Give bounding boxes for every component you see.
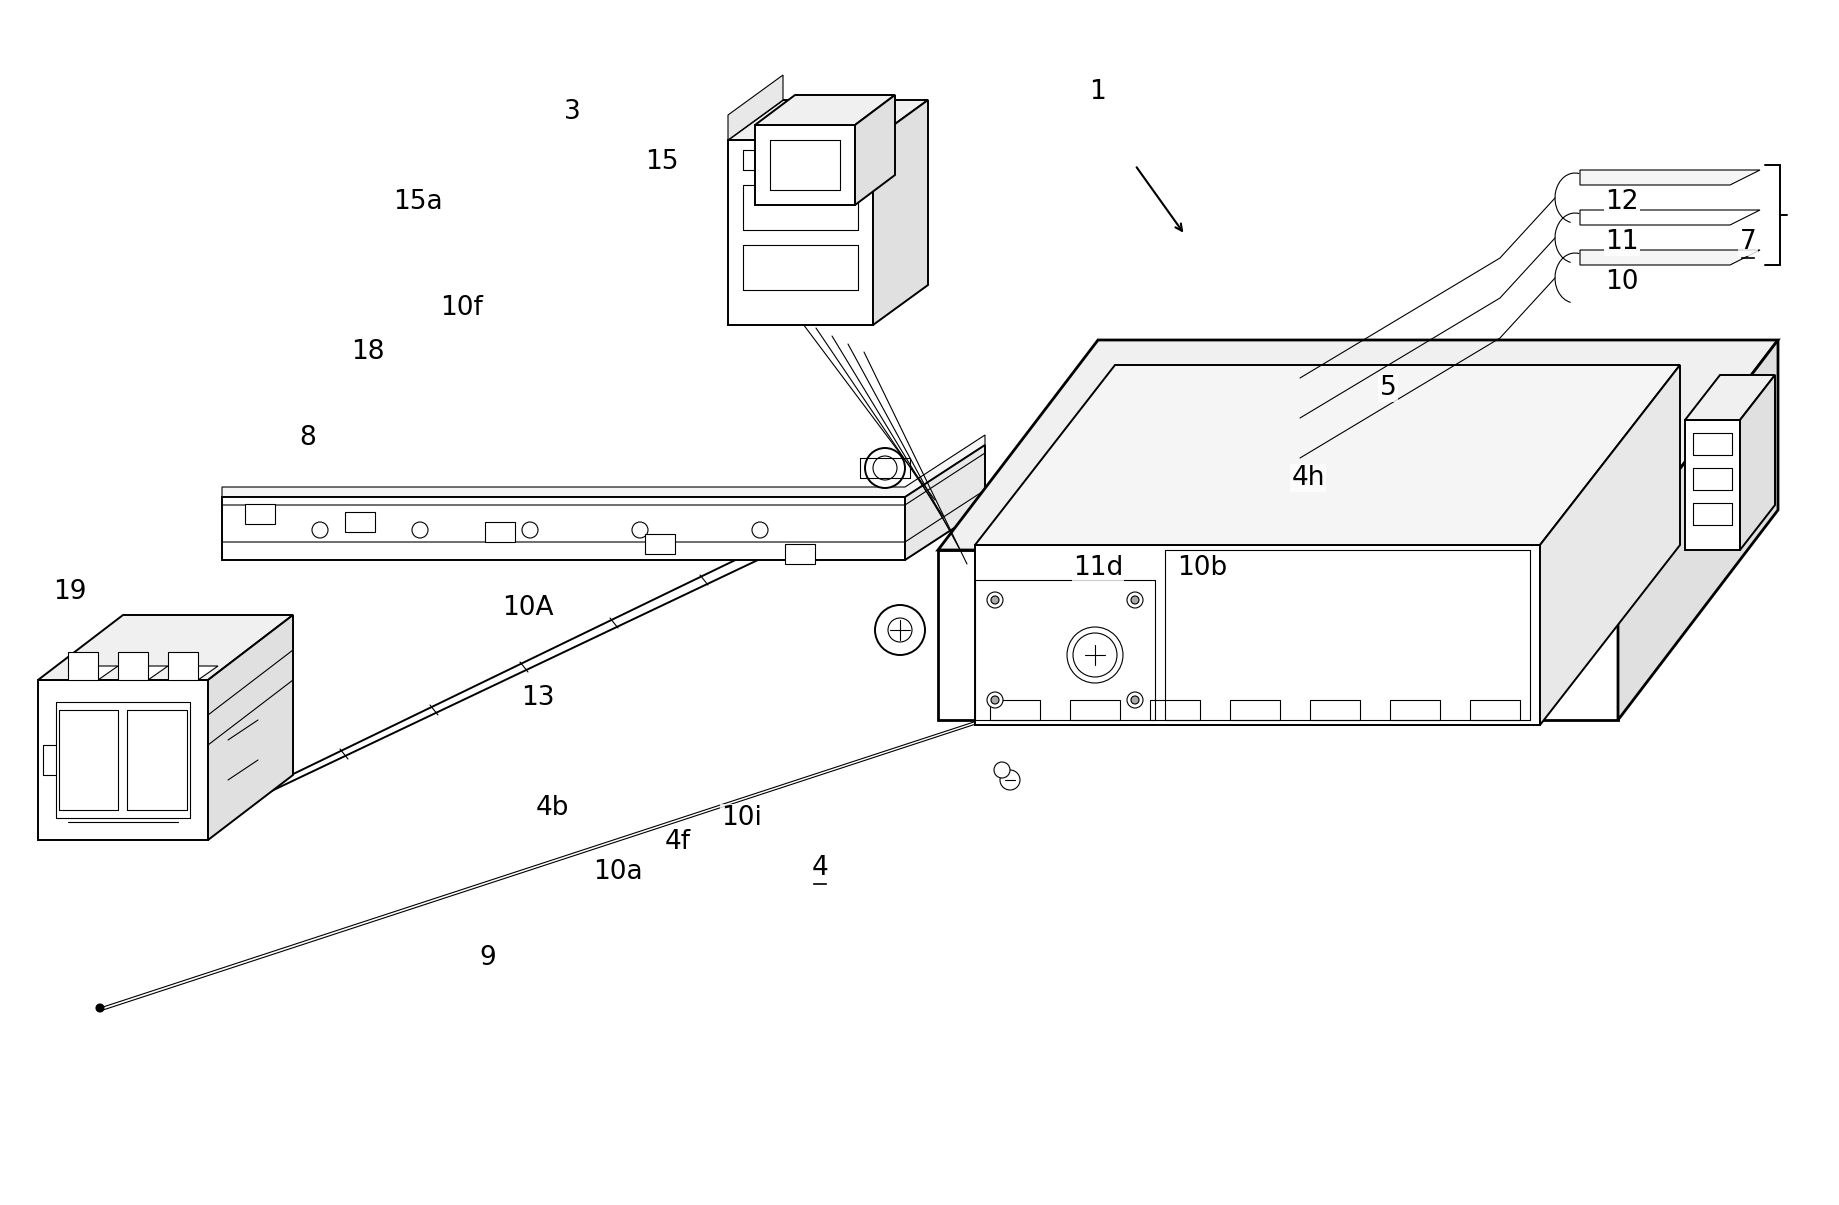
Text: 15a: 15a <box>394 189 443 214</box>
Text: 3: 3 <box>563 99 581 125</box>
Polygon shape <box>1539 365 1681 725</box>
Polygon shape <box>68 666 118 680</box>
Polygon shape <box>68 652 97 680</box>
Polygon shape <box>167 652 199 680</box>
Circle shape <box>96 1004 105 1012</box>
Circle shape <box>522 522 539 537</box>
Text: 10f: 10f <box>441 295 484 321</box>
Polygon shape <box>223 435 986 496</box>
Text: 12: 12 <box>1605 189 1639 214</box>
Polygon shape <box>167 666 219 680</box>
Text: 4: 4 <box>811 856 828 881</box>
Circle shape <box>1127 692 1144 709</box>
Polygon shape <box>645 534 675 554</box>
Polygon shape <box>1149 700 1201 721</box>
Polygon shape <box>1390 700 1440 721</box>
Text: 9: 9 <box>480 945 497 971</box>
Polygon shape <box>874 100 929 325</box>
Text: 8: 8 <box>300 425 316 451</box>
Circle shape <box>412 522 428 537</box>
Polygon shape <box>39 680 208 840</box>
Polygon shape <box>756 125 855 205</box>
Text: 5: 5 <box>1379 375 1396 401</box>
Text: 10: 10 <box>1605 269 1639 295</box>
Text: 18: 18 <box>351 339 384 365</box>
Text: 4b: 4b <box>535 795 568 821</box>
Circle shape <box>1131 596 1138 604</box>
Polygon shape <box>905 445 986 560</box>
Polygon shape <box>756 95 896 125</box>
Polygon shape <box>785 543 815 564</box>
Polygon shape <box>1685 421 1740 549</box>
Polygon shape <box>1309 700 1361 721</box>
Circle shape <box>1072 633 1116 677</box>
Circle shape <box>991 696 999 704</box>
Circle shape <box>633 522 647 537</box>
Text: 7: 7 <box>1740 229 1756 255</box>
Polygon shape <box>938 549 1618 721</box>
Polygon shape <box>118 652 147 680</box>
Text: 11d: 11d <box>1072 556 1124 581</box>
Polygon shape <box>975 365 1681 545</box>
Polygon shape <box>989 700 1041 721</box>
Text: 4f: 4f <box>666 829 691 856</box>
Text: 10a: 10a <box>594 859 644 884</box>
Text: 4h: 4h <box>1291 465 1324 490</box>
Polygon shape <box>245 504 276 524</box>
Polygon shape <box>1230 700 1280 721</box>
Text: 11: 11 <box>1605 229 1639 255</box>
Text: 12: 12 <box>1605 189 1639 214</box>
Text: 19: 19 <box>53 578 86 605</box>
Polygon shape <box>1580 170 1760 186</box>
Circle shape <box>1127 592 1144 609</box>
Text: 10b: 10b <box>1177 556 1227 581</box>
Polygon shape <box>1469 700 1521 721</box>
Text: 13: 13 <box>520 684 555 711</box>
Polygon shape <box>728 100 929 140</box>
Circle shape <box>1131 696 1138 704</box>
Circle shape <box>313 522 327 537</box>
Text: 10A: 10A <box>502 595 554 621</box>
Polygon shape <box>485 522 515 542</box>
Text: 11: 11 <box>1605 229 1639 255</box>
Circle shape <box>1000 770 1021 790</box>
Polygon shape <box>1580 249 1760 265</box>
Circle shape <box>988 692 1002 709</box>
Circle shape <box>875 605 925 656</box>
Circle shape <box>988 592 1002 609</box>
Circle shape <box>752 522 769 537</box>
Text: 10i: 10i <box>721 805 763 831</box>
Polygon shape <box>346 512 375 531</box>
Text: 15: 15 <box>645 149 679 175</box>
Polygon shape <box>223 496 905 560</box>
Polygon shape <box>1618 340 1778 721</box>
Polygon shape <box>938 340 1778 549</box>
Polygon shape <box>1580 210 1760 225</box>
Text: 1: 1 <box>1091 80 1107 105</box>
Circle shape <box>991 596 999 604</box>
Polygon shape <box>208 615 292 840</box>
Polygon shape <box>39 615 292 680</box>
Polygon shape <box>855 95 896 205</box>
Circle shape <box>864 448 905 488</box>
Polygon shape <box>1070 700 1120 721</box>
Polygon shape <box>728 140 874 325</box>
Polygon shape <box>1685 375 1775 421</box>
Circle shape <box>995 762 1010 778</box>
Polygon shape <box>975 545 1539 725</box>
Polygon shape <box>118 666 167 680</box>
Polygon shape <box>728 75 783 140</box>
Polygon shape <box>1740 375 1775 549</box>
